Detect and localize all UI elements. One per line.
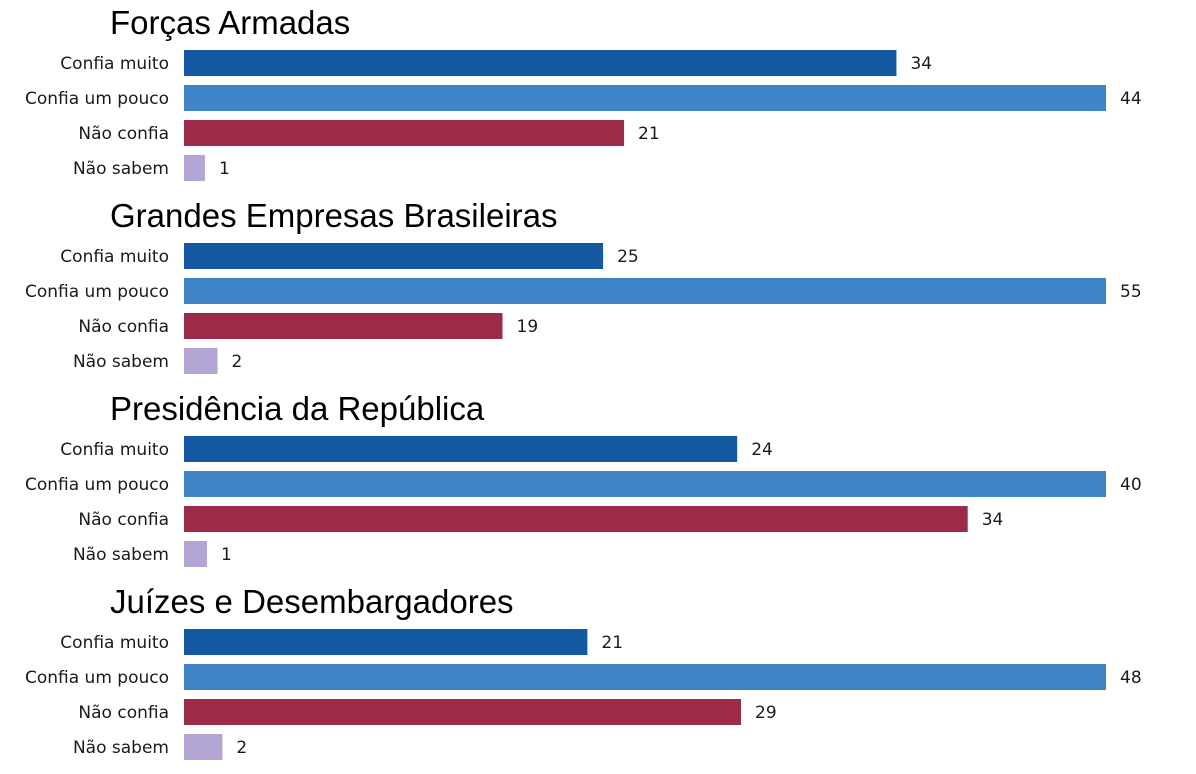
value-label-nao-confia: 34 [982,510,1004,530]
panel-grandes-empresas-brasileiras: Grandes Empresas Brasileiras Confia muito… [25,197,1142,374]
bar-confia-muito [184,629,588,655]
value-label-confia-um-pouco: 55 [1120,282,1142,302]
category-label-nao-confia: Não confia [78,124,169,144]
bar-nao-sabem [184,348,218,374]
bar-confia-um-pouco [184,278,1106,304]
category-label-confia-um-pouco: Confia um pouco [25,475,169,495]
bar-nao-confia [184,313,503,339]
value-label-confia-muito: 25 [617,247,639,267]
value-label-confia-muito: 24 [751,440,773,460]
panel-title: Forças Armadas [110,4,350,41]
category-label-nao-sabem: Não sabem [73,738,169,758]
value-label-confia-um-pouco: 44 [1120,89,1142,109]
value-label-nao-sabem: 1 [221,545,232,565]
bar-confia-muito [184,436,738,462]
panel-title: Presidência da República [110,390,485,427]
panel-title: Grandes Empresas Brasileiras [110,197,558,234]
category-label-nao-sabem: Não sabem [73,159,169,179]
value-label-nao-confia: 21 [638,124,660,144]
category-label-nao-confia: Não confia [78,317,169,337]
category-label-confia-muito: Confia muito [60,633,169,653]
bar-nao-confia [184,506,968,532]
panel-juizes-e-desembargadores: Juízes e Desembargadores Confia muito 21 Co… [25,583,1142,760]
bar-nao-confia [184,120,625,146]
value-label-nao-sabem: 2 [236,738,247,758]
category-label-confia-muito: Confia muito [60,54,169,74]
value-label-nao-sabem: 1 [219,159,230,179]
value-label-nao-sabem: 2 [232,352,243,372]
bar-confia-muito [184,50,897,76]
category-label-confia-muito: Confia muito [60,440,169,460]
bar-nao-sabem [184,541,208,567]
category-label-nao-confia: Não confia [78,703,169,723]
bar-nao-confia [184,699,742,725]
bar-confia-muito [184,243,604,269]
category-label-nao-sabem: Não sabem [73,545,169,565]
bar-confia-um-pouco [184,664,1106,690]
bar-confia-um-pouco [184,471,1106,497]
bar-nao-sabem [184,734,223,760]
value-label-nao-confia: 29 [755,703,777,723]
bar-confia-um-pouco [184,85,1106,111]
panel-forcas-armadas: Forças Armadas Confia muito 34 Confia um po… [25,4,1142,181]
value-label-confia-um-pouco: 48 [1120,668,1142,688]
category-label-confia-um-pouco: Confia um pouco [25,89,169,109]
bar-nao-sabem [184,155,205,181]
category-label-confia-um-pouco: Confia um pouco [25,282,169,302]
category-label-confia-um-pouco: Confia um pouco [25,668,169,688]
category-label-confia-muito: Confia muito [60,247,169,267]
category-label-nao-sabem: Não sabem [73,352,169,372]
value-label-confia-muito: 21 [601,633,623,653]
value-label-confia-um-pouco: 40 [1120,475,1142,495]
value-label-nao-confia: 19 [517,317,539,337]
value-label-confia-muito: 34 [910,54,932,74]
panel-title: Juízes e Desembargadores [110,583,514,620]
category-label-nao-confia: Não confia [78,510,169,530]
panel-presidencia-da-republica: Presidência da República Confia muito 24 Co… [25,390,1142,567]
